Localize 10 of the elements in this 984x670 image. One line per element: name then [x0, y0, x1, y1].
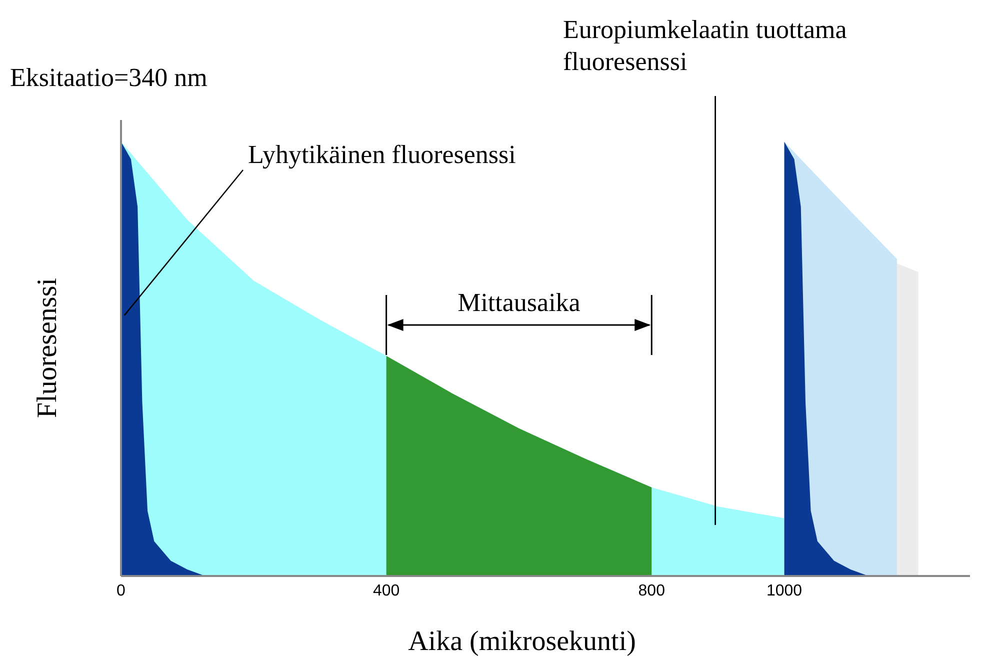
- annotation: Lyhytikäinen fluoresenssi: [248, 140, 516, 169]
- annotation: Mittausaika: [458, 288, 581, 317]
- y-axis-title: Fluoresenssi: [32, 278, 63, 418]
- ref-line-label: Europiumkelaatin tuottama fluoresenssi: [563, 15, 848, 76]
- x-tick-label: 1000: [766, 582, 802, 600]
- x-tick-label: 400: [372, 582, 400, 600]
- text: Eksitaatio=340 nm: [10, 63, 208, 92]
- x-tick-label: 0: [116, 582, 126, 600]
- x-axis-title: Aika (mikrosekunti): [408, 626, 636, 657]
- x-tick-label: 800: [638, 582, 666, 600]
